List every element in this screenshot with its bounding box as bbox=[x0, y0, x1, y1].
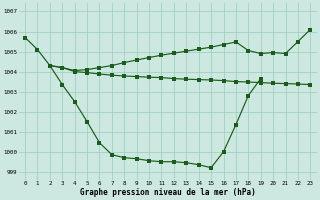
X-axis label: Graphe pression niveau de la mer (hPa): Graphe pression niveau de la mer (hPa) bbox=[80, 188, 256, 197]
